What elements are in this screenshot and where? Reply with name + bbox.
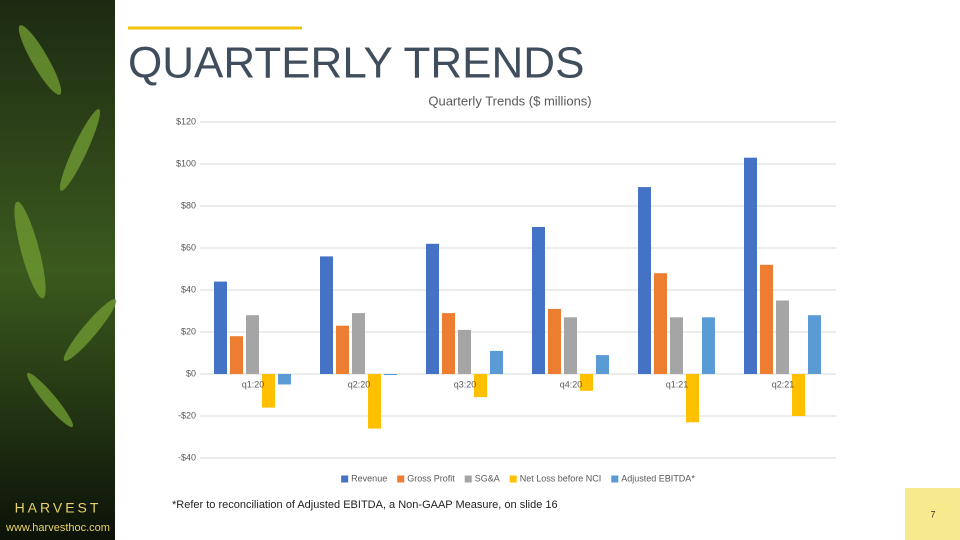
bar (336, 325, 349, 374)
bar (638, 187, 651, 374)
chart-title: Quarterly Trends ($ millions) (428, 93, 591, 108)
legend-swatch (397, 475, 405, 483)
bar (548, 308, 561, 374)
bar (792, 374, 805, 416)
bar (490, 350, 503, 374)
page-box (905, 488, 960, 540)
bar (596, 355, 609, 374)
bar (744, 157, 757, 374)
bar (384, 374, 397, 376)
bar (580, 374, 593, 391)
x-tick-label: q1:21 (666, 379, 689, 389)
legend-swatch (464, 475, 472, 483)
bar (320, 256, 333, 374)
bar (230, 336, 243, 374)
legend-swatch (509, 475, 517, 483)
leaves (14, 25, 117, 428)
bar (474, 374, 487, 398)
bar (214, 281, 227, 374)
slide-title: QUARTERLY TRENDS (128, 39, 584, 88)
bar (262, 374, 275, 408)
brand: HARVEST (15, 500, 102, 516)
legend-swatch (611, 475, 619, 483)
bar (458, 329, 471, 374)
bar (686, 374, 699, 423)
bar (368, 374, 381, 429)
bar (760, 264, 773, 374)
y-tick-label: -$20 (178, 410, 196, 420)
url: www.harvesthoc.com (5, 522, 110, 534)
legend-label: Revenue (351, 473, 387, 483)
bar (352, 313, 365, 374)
x-tick-label: q3:20 (454, 379, 477, 389)
bar (670, 317, 683, 374)
legend-label: SG&A (475, 473, 500, 483)
bar (564, 317, 577, 374)
y-tick-label: $40 (181, 284, 196, 294)
y-tick-label: $20 (181, 326, 196, 336)
bar (654, 273, 667, 374)
bar (278, 374, 291, 385)
y-tick-label: $100 (176, 158, 196, 168)
y-tick-label: $60 (181, 242, 196, 252)
bar (442, 313, 455, 374)
legend-label: Gross Profit (407, 473, 455, 483)
y-tick-label: $120 (176, 116, 196, 126)
y-tick-label: $0 (186, 368, 196, 378)
page-number: 7 (930, 509, 935, 519)
bar (246, 315, 259, 374)
bar (702, 317, 715, 374)
footnote: *Refer to reconciliation of Adjusted EBI… (172, 499, 558, 511)
bar (532, 227, 545, 374)
x-tick-label: q4:20 (560, 379, 583, 389)
bar (776, 300, 789, 374)
bar (426, 243, 439, 374)
legend-label: Net Loss before NCI (520, 473, 602, 483)
bar (808, 315, 821, 374)
x-tick-label: q2:21 (772, 379, 795, 389)
x-tick-label: q2:20 (348, 379, 371, 389)
legend-label: Adjusted EBITDA* (621, 473, 695, 483)
x-tick-label: q1:20 (242, 379, 265, 389)
legend-swatch (341, 475, 349, 483)
y-tick-label: -$40 (178, 452, 196, 462)
y-tick-label: $80 (181, 200, 196, 210)
